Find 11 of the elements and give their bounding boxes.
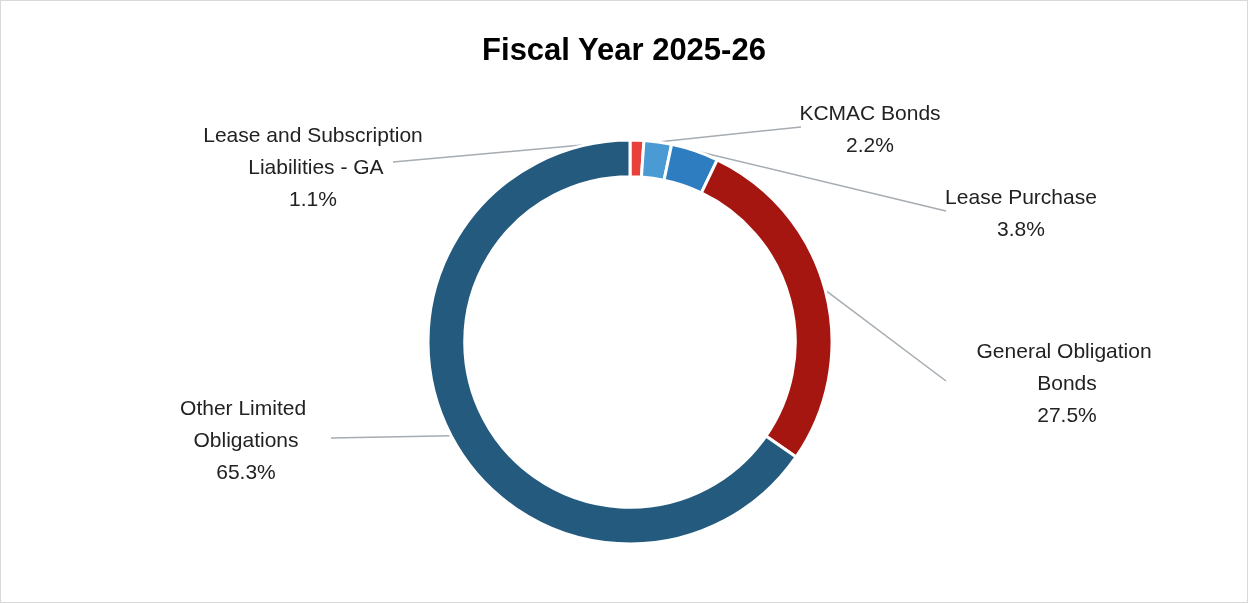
data-label: 27.5% [1037, 402, 1097, 426]
data-label: 65.3% [216, 459, 276, 483]
data-label: 1.1% [289, 186, 337, 210]
data-label: 3.8% [997, 216, 1045, 240]
slice-label: Other Limited Obligations [180, 395, 312, 451]
slice-label: KCMAC Bonds [799, 100, 941, 124]
slice-label: General Obligation Bonds [976, 338, 1158, 394]
slice-label: Lease and Subscription Liabilities - GA [203, 122, 423, 178]
data-label: 2.2% [846, 132, 894, 156]
slice-label: Lease Purchase [945, 184, 1097, 208]
chart-title: Fiscal Year 2025-26 [482, 32, 766, 67]
